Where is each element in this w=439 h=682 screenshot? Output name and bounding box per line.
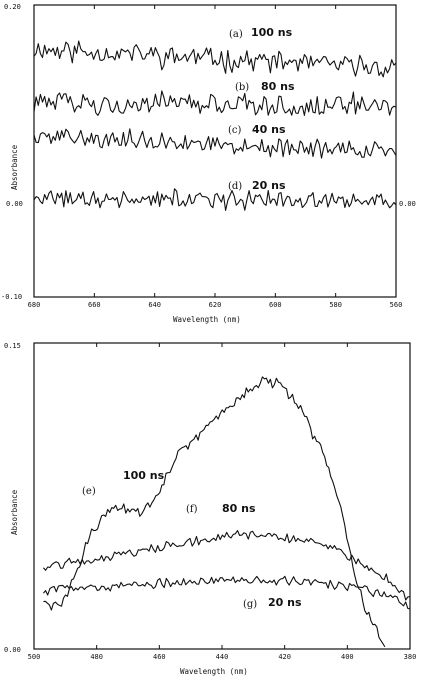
label-e-letter: (e) bbox=[82, 486, 96, 497]
trace-b-80ns bbox=[33, 90, 397, 116]
x-tick-label: 580 bbox=[329, 301, 342, 309]
label-f-letter: (f) bbox=[186, 504, 198, 515]
trace-d-20ns bbox=[33, 188, 397, 211]
x-tick-label: 420 bbox=[278, 653, 291, 661]
label-g-letter: (g) bbox=[243, 599, 257, 610]
x-tick-label: 500 bbox=[28, 653, 41, 661]
top-y-axis-title: Absorbance bbox=[10, 144, 19, 190]
label-d-letter: (d) bbox=[228, 181, 242, 192]
x-tick-label: 680 bbox=[28, 301, 41, 309]
label-c-time: 40 ns bbox=[252, 123, 286, 136]
label-f-time: 80 ns bbox=[222, 502, 256, 515]
bottom-ytick-label-max: 0.15 bbox=[4, 342, 21, 350]
trace-a-100ns bbox=[33, 40, 397, 78]
label-a-letter: (a) bbox=[229, 29, 243, 40]
trace-e-100ns bbox=[43, 376, 386, 648]
x-tick-label: 560 bbox=[390, 301, 403, 309]
top-ytick-label-max: 0.20 bbox=[4, 3, 21, 11]
top-x-axis-title: Wavelength (nm) bbox=[173, 315, 241, 324]
x-tick-label: 660 bbox=[88, 301, 101, 309]
bottom-x-axis-title: Wavelength (nm) bbox=[180, 667, 248, 676]
label-e-time: 100 ns bbox=[123, 469, 165, 482]
x-tick-label: 460 bbox=[153, 653, 166, 661]
bottom-y-axis-title: Absorbance bbox=[10, 489, 19, 535]
top-panel: 0.20 0.00 -0.10 0.00 Absorbance 680 660 64… bbox=[1, 3, 416, 324]
label-b-letter: (b) bbox=[235, 82, 249, 93]
bottom-ytick-label-min: 0.00 bbox=[4, 646, 21, 654]
x-tick-label: 640 bbox=[148, 301, 161, 309]
top-x-axis-ticks: 680 660 640 620 600 580 560 bbox=[28, 5, 403, 309]
label-d-time: 20 ns bbox=[252, 179, 286, 192]
top-ytick-label-min: -0.10 bbox=[1, 293, 22, 301]
x-tick-label: 380 bbox=[404, 653, 417, 661]
x-tick-label: 600 bbox=[269, 301, 282, 309]
bottom-panel: 0.15 0.00 Absorbance 500 480 460 440 420 400 3… bbox=[4, 342, 416, 676]
bottom-x-axis-ticks: 500 480 460 440 420 400 380 bbox=[28, 343, 417, 661]
label-b-time: 80 ns bbox=[261, 80, 295, 93]
top-right-zero-label: 0.00 bbox=[399, 200, 416, 208]
x-tick-label: 400 bbox=[341, 653, 354, 661]
x-tick-label: 620 bbox=[209, 301, 222, 309]
x-tick-label: 440 bbox=[216, 653, 229, 661]
trace-c-40ns bbox=[33, 128, 397, 159]
label-a-time: 100 ns bbox=[251, 26, 293, 39]
label-c-letter: (c) bbox=[228, 125, 242, 136]
top-plot-frame bbox=[33, 4, 397, 298]
label-g-time: 20 ns bbox=[268, 596, 302, 609]
trace-g-20ns bbox=[42, 575, 411, 610]
top-ytick-label-zero: 0.00 bbox=[6, 200, 23, 208]
x-tick-label: 480 bbox=[90, 653, 103, 661]
trace-f-80ns bbox=[42, 530, 411, 601]
